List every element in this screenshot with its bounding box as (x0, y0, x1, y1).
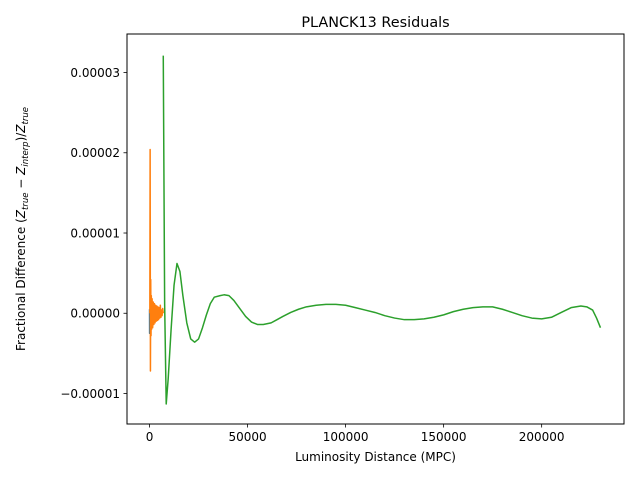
y-axis-label-prefix: Fractional Difference ( (14, 218, 28, 351)
x-tick-label: 50000 (228, 430, 266, 444)
y-tick-label: 0.00002 (70, 146, 120, 160)
x-axis-ticks: 0 50000 100000 150000 200000 (146, 424, 565, 444)
plot-frame (126, 33, 625, 425)
x-tick-label: 100000 (323, 430, 369, 444)
x-axis-label: Luminosity Distance (MPC) (295, 450, 456, 464)
y-axis-label-sub-denominator: true (21, 107, 31, 124)
x-tick-label: 200000 (519, 430, 565, 444)
y-tick-label: −0.00001 (60, 387, 120, 401)
chart-title: PLANCK13 Residuals (301, 15, 449, 31)
y-axis-label: Fractional Difference (Ztrue − Zinterp)/… (14, 107, 31, 351)
y-axis-ticks: −0.00001 0.00000 0.00001 0.00002 0.00003 (60, 66, 127, 401)
x-tick-label: 0 (146, 430, 154, 444)
y-axis-label-mid: )/ (14, 132, 28, 142)
y-axis-label-sub-true: true (21, 193, 31, 210)
y-tick-label: 0.00001 (70, 226, 120, 240)
x-tick-label: 150000 (421, 430, 467, 444)
y-axis-label-sub-interp: interp (21, 141, 31, 166)
plot-lines (148, 55, 602, 405)
y-axis-label-z-denominator: Z (14, 124, 28, 134)
y-tick-label: 0.00000 (70, 307, 120, 321)
series-line-2 (149, 148, 165, 372)
y-tick-label: 0.00003 (70, 66, 120, 80)
series-line-3 (162, 55, 602, 405)
y-axis-label-minus: − (14, 175, 28, 193)
y-axis-label-z-true: Z (14, 209, 28, 219)
y-axis-label-z-interp: Z (14, 166, 28, 176)
